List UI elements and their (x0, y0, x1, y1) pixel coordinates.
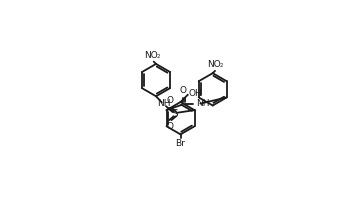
Text: O: O (180, 86, 187, 95)
Text: $_2$: $_2$ (219, 61, 224, 71)
Text: NO: NO (208, 60, 221, 69)
Text: NH: NH (196, 100, 210, 108)
Text: OH: OH (189, 89, 203, 98)
Text: NO: NO (144, 51, 158, 60)
Text: O: O (166, 122, 173, 131)
Text: Br: Br (175, 139, 185, 148)
Text: NH: NH (157, 100, 170, 108)
Text: $_2$: $_2$ (156, 52, 161, 61)
Text: S: S (171, 109, 178, 119)
Text: O: O (166, 97, 173, 106)
